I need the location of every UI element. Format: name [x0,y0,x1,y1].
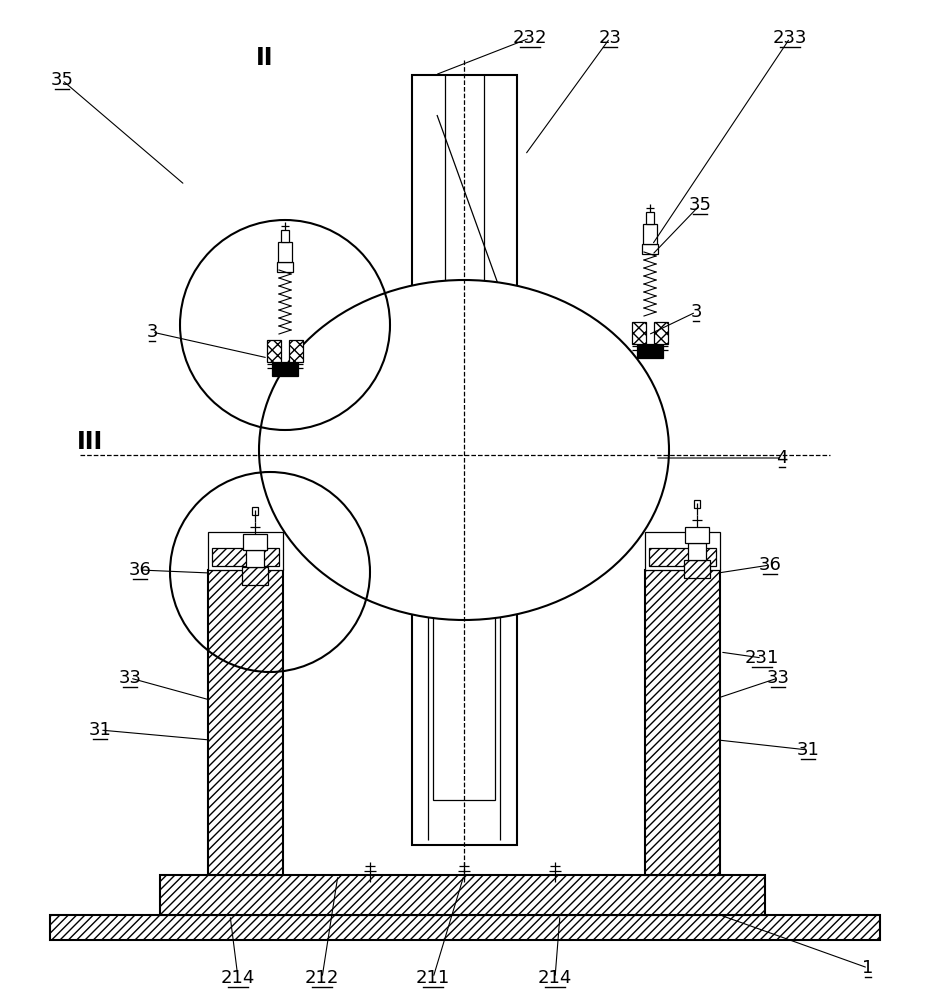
Bar [246,550,264,567]
Bar [208,570,283,875]
Bar [411,75,517,305]
Bar [208,532,283,570]
Bar [50,915,879,940]
Bar [241,567,267,585]
Text: 35: 35 [50,71,73,89]
Text: 35: 35 [688,196,711,214]
Bar [688,543,705,560]
Bar [277,242,291,262]
Bar [631,322,645,344]
Text: 232: 232 [512,29,547,47]
Bar [637,344,663,358]
Text: 231: 231 [744,649,779,667]
Text: 3: 3 [690,303,701,321]
Text: 214: 214 [221,969,255,987]
Text: 211: 211 [416,969,450,987]
Text: 33: 33 [766,669,789,687]
Bar [432,570,495,800]
Text: 36: 36 [758,556,780,574]
Bar [160,875,764,915]
Bar [641,244,657,254]
Text: 36: 36 [128,561,151,579]
Bar [421,335,507,353]
Bar [272,362,298,376]
Bar [411,300,517,335]
Bar [280,230,289,242]
Text: 214: 214 [537,969,572,987]
Bar [693,500,699,508]
Text: 31: 31 [795,741,818,759]
Text: 31: 31 [88,721,111,739]
Text: 233: 233 [772,29,806,47]
Bar [649,548,715,566]
Bar [266,340,280,362]
Bar [289,340,303,362]
Bar [684,527,708,543]
Bar [644,532,719,570]
Bar [251,507,258,515]
Bar [645,212,653,224]
Bar [683,560,709,578]
Text: 33: 33 [119,669,141,687]
Text: 4: 4 [776,449,787,467]
Bar [653,322,667,344]
Ellipse shape [259,280,668,620]
Text: 212: 212 [304,969,339,987]
Bar [644,570,719,875]
Bar [243,534,266,550]
Bar [411,525,517,560]
Bar [411,560,517,845]
Text: II: II [256,46,274,70]
Text: 3: 3 [146,323,158,341]
Bar [642,224,656,244]
Bar [212,548,278,566]
Bar [277,262,292,272]
Text: 1: 1 [861,959,872,977]
Text: 23: 23 [598,29,621,47]
Text: III: III [77,430,103,454]
